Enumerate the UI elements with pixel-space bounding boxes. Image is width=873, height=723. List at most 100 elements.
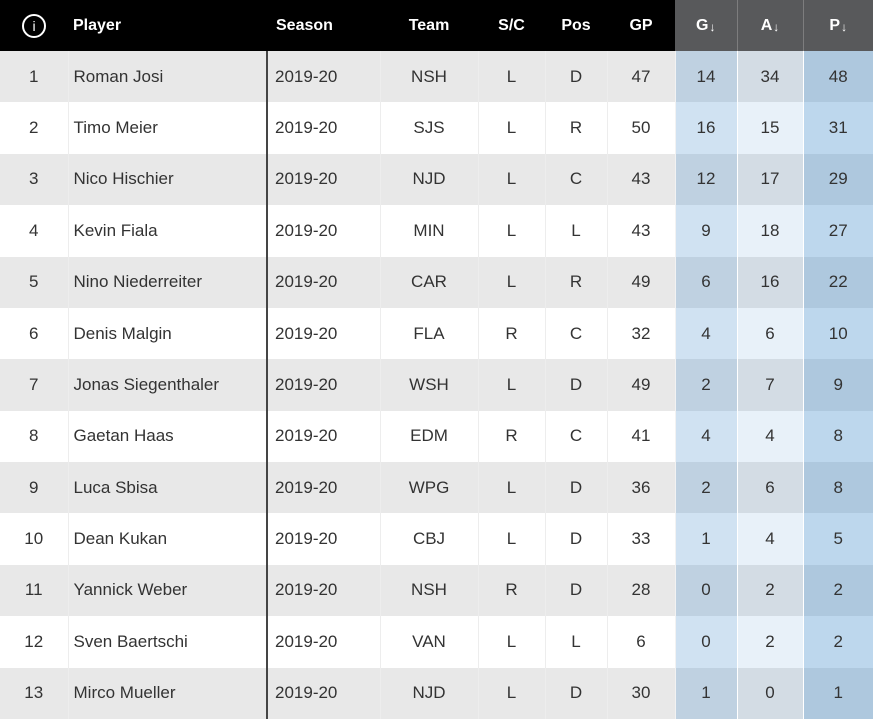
header-a[interactable]: A↓ bbox=[736, 0, 803, 51]
table-row: 9 Luca Sbisa 2019-20 WPG L D 36 2 6 8 bbox=[0, 462, 873, 514]
cell-g: 2 bbox=[674, 462, 737, 514]
table-header: i Player Season Team S/C Pos GP G↓ A↓ P↓ bbox=[0, 0, 873, 51]
table-body: 1 Roman Josi 2019-20 NSH L D 47 14 34 48 2 Timo Mei… bbox=[0, 51, 873, 719]
cell-p: 29 bbox=[802, 153, 873, 206]
cell-rank: 12 bbox=[24, 631, 44, 651]
table-row: 2 Timo Meier 2019-20 SJS L R 50 16 15 31 bbox=[0, 102, 873, 154]
cell-gp: 33 bbox=[606, 513, 675, 565]
cell-season: 2019-20 bbox=[266, 256, 380, 308]
cell-g: 6 bbox=[674, 256, 737, 308]
cell-rank: 13 bbox=[24, 683, 44, 703]
cell-a: 0 bbox=[736, 667, 803, 719]
cell-a: 4 bbox=[736, 410, 803, 462]
cell-team: CBJ bbox=[379, 513, 478, 565]
cell-season: 2019-20 bbox=[266, 359, 380, 411]
cell-season: 2019-20 bbox=[266, 153, 380, 206]
header-player[interactable]: Player bbox=[68, 0, 267, 51]
cell-g: 9 bbox=[674, 205, 737, 257]
cell-rank: 4 bbox=[29, 220, 39, 240]
cell-rank: 8 bbox=[29, 426, 39, 446]
cell-gp: 30 bbox=[606, 667, 675, 719]
sort-descending-icon: ↓ bbox=[773, 19, 780, 34]
cell-season: 2019-20 bbox=[266, 616, 380, 668]
cell-p: 9 bbox=[802, 359, 873, 411]
sort-descending-icon: ↓ bbox=[709, 19, 716, 34]
cell-player: Yannick Weber bbox=[67, 564, 267, 617]
info-icon[interactable]: i bbox=[22, 13, 46, 38]
cell-season: 2019-20 bbox=[266, 564, 380, 617]
cell-team: FLA bbox=[379, 307, 478, 360]
sort-descending-icon: ↓ bbox=[841, 19, 848, 34]
cell-g: 0 bbox=[674, 564, 737, 617]
cell-rank: 5 bbox=[29, 272, 39, 292]
cell-p: 1 bbox=[802, 667, 873, 719]
cell-team: NSH bbox=[379, 51, 478, 103]
cell-team: VAN bbox=[379, 616, 478, 668]
cell-rank: 7 bbox=[29, 374, 39, 394]
cell-team: SJS bbox=[379, 102, 478, 154]
header-gp[interactable]: GP bbox=[607, 0, 675, 51]
cell-player: Jonas Siegenthaler bbox=[67, 359, 267, 411]
cell-season: 2019-20 bbox=[266, 51, 380, 103]
cell-pos: D bbox=[544, 513, 607, 565]
cell-a: 15 bbox=[736, 102, 803, 154]
cell-pos: C bbox=[544, 410, 607, 462]
header-label: S/C bbox=[498, 16, 525, 34]
header-season[interactable]: Season bbox=[267, 0, 380, 51]
cell-gp: 47 bbox=[606, 51, 675, 103]
cell-season: 2019-20 bbox=[266, 462, 380, 514]
cell-sc: L bbox=[477, 102, 545, 154]
cell-g: 4 bbox=[674, 307, 737, 360]
table-row: 12 Sven Baertschi 2019-20 VAN L L 6 0 2 2 bbox=[0, 616, 873, 668]
cell-pos: D bbox=[544, 359, 607, 411]
cell-g: 14 bbox=[674, 51, 737, 103]
cell-g: 2 bbox=[674, 359, 737, 411]
cell-sc: L bbox=[477, 153, 545, 206]
cell-team: WSH bbox=[379, 359, 478, 411]
cell-p: 2 bbox=[802, 616, 873, 668]
cell-player: Nino Niederreiter bbox=[67, 256, 267, 308]
table-row: 13 Mirco Mueller 2019-20 NJD L D 30 1 0 1 bbox=[0, 667, 873, 719]
cell-p: 22 bbox=[802, 256, 873, 308]
cell-sc: L bbox=[477, 513, 545, 565]
cell-p: 2 bbox=[802, 564, 873, 617]
cell-rank: 10 bbox=[24, 529, 44, 549]
cell-p: 10 bbox=[802, 307, 873, 360]
header-p[interactable]: P↓ bbox=[802, 0, 873, 51]
header-sc[interactable]: S/C bbox=[478, 0, 545, 51]
cell-pos: C bbox=[544, 307, 607, 360]
cell-player: Roman Josi bbox=[67, 51, 267, 103]
cell-team: WPG bbox=[379, 462, 478, 514]
header-label: P bbox=[829, 16, 841, 34]
header-pos[interactable]: Pos bbox=[545, 0, 607, 51]
header-info[interactable]: i bbox=[0, 0, 68, 51]
cell-a: 17 bbox=[736, 153, 803, 206]
cell-pos: R bbox=[544, 256, 607, 308]
cell-sc: L bbox=[477, 256, 545, 308]
cell-player: Luca Sbisa bbox=[67, 462, 267, 514]
cell-p: 48 bbox=[802, 51, 873, 103]
cell-p: 27 bbox=[802, 205, 873, 257]
cell-sc: R bbox=[477, 564, 545, 617]
table-row: 8 Gaetan Haas 2019-20 EDM R C 41 4 4 8 bbox=[0, 410, 873, 462]
cell-g: 1 bbox=[674, 667, 737, 719]
cell-a: 16 bbox=[736, 256, 803, 308]
cell-a: 34 bbox=[736, 51, 803, 103]
header-team[interactable]: Team bbox=[380, 0, 478, 51]
header-g[interactable]: G↓ bbox=[675, 0, 737, 51]
cell-team: NSH bbox=[379, 564, 478, 617]
cell-a: 4 bbox=[736, 513, 803, 565]
header-label: Player bbox=[73, 16, 122, 34]
cell-sc: L bbox=[477, 462, 545, 514]
cell-sc: L bbox=[477, 359, 545, 411]
cell-gp: 43 bbox=[606, 153, 675, 206]
cell-player: Denis Malgin bbox=[67, 307, 267, 360]
cell-sc: R bbox=[477, 307, 545, 360]
table-row: 1 Roman Josi 2019-20 NSH L D 47 14 34 48 bbox=[0, 51, 873, 103]
cell-team: NJD bbox=[379, 153, 478, 206]
header-label: Season bbox=[276, 16, 333, 34]
header-label: G bbox=[696, 16, 709, 34]
cell-player: Mirco Mueller bbox=[67, 667, 267, 719]
cell-gp: 49 bbox=[606, 359, 675, 411]
